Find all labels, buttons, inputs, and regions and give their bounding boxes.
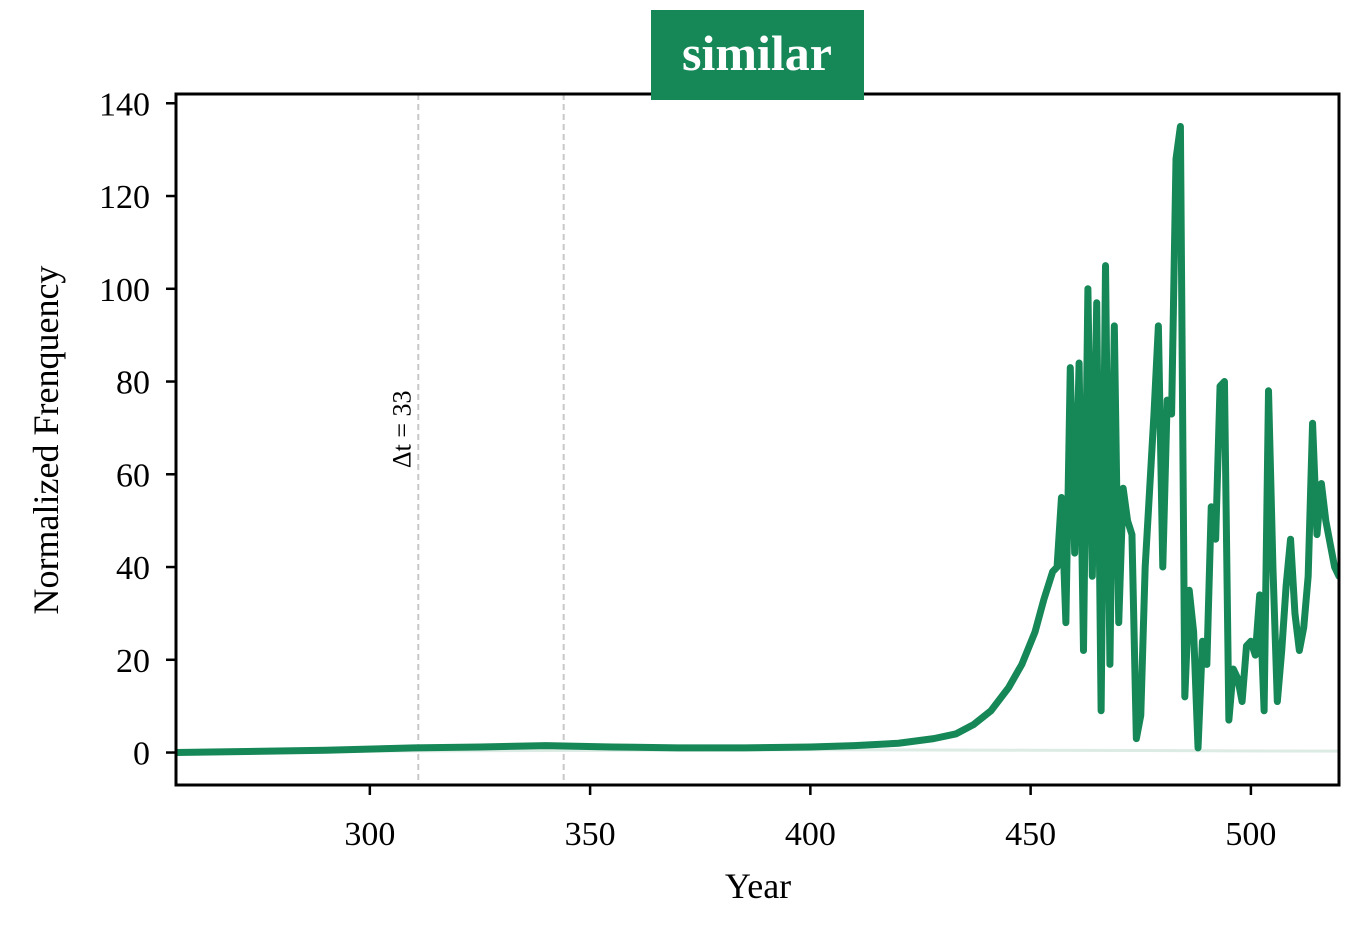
x-axis: 300 350 400 450 500 (344, 785, 1276, 853)
x-axis-label: Year (725, 866, 791, 906)
x-tick-label: 350 (565, 816, 616, 853)
x-tick-label: 300 (344, 816, 395, 853)
title-badge (651, 10, 864, 100)
y-axis-label: Normalized Frenquency (26, 266, 66, 615)
y-tick-label: 80 (116, 365, 150, 402)
y-tick-label: 120 (99, 179, 150, 216)
reference-lines (417, 94, 565, 785)
x-tick-label: 500 (1225, 816, 1276, 853)
y-tick-label: 140 (99, 86, 150, 123)
series-line-0 (176, 122, 1339, 757)
delta-annotation: Δt = 33 (387, 390, 416, 468)
x-tick-label: 400 (785, 816, 836, 853)
baseline-layer (176, 748, 1339, 754)
y-axis: 0 20 40 60 80 100 120 140 (99, 86, 176, 773)
chart-title: similar (682, 25, 832, 81)
baseline-line (176, 748, 1339, 754)
y-tick-label: 20 (116, 643, 150, 680)
series-layer (176, 122, 1339, 757)
y-tick-label: 0 (133, 736, 150, 773)
y-tick-label: 100 (99, 272, 150, 309)
x-tick-label: 450 (1005, 816, 1056, 853)
y-tick-label: 40 (116, 550, 150, 587)
y-tick-label: 60 (116, 457, 150, 494)
